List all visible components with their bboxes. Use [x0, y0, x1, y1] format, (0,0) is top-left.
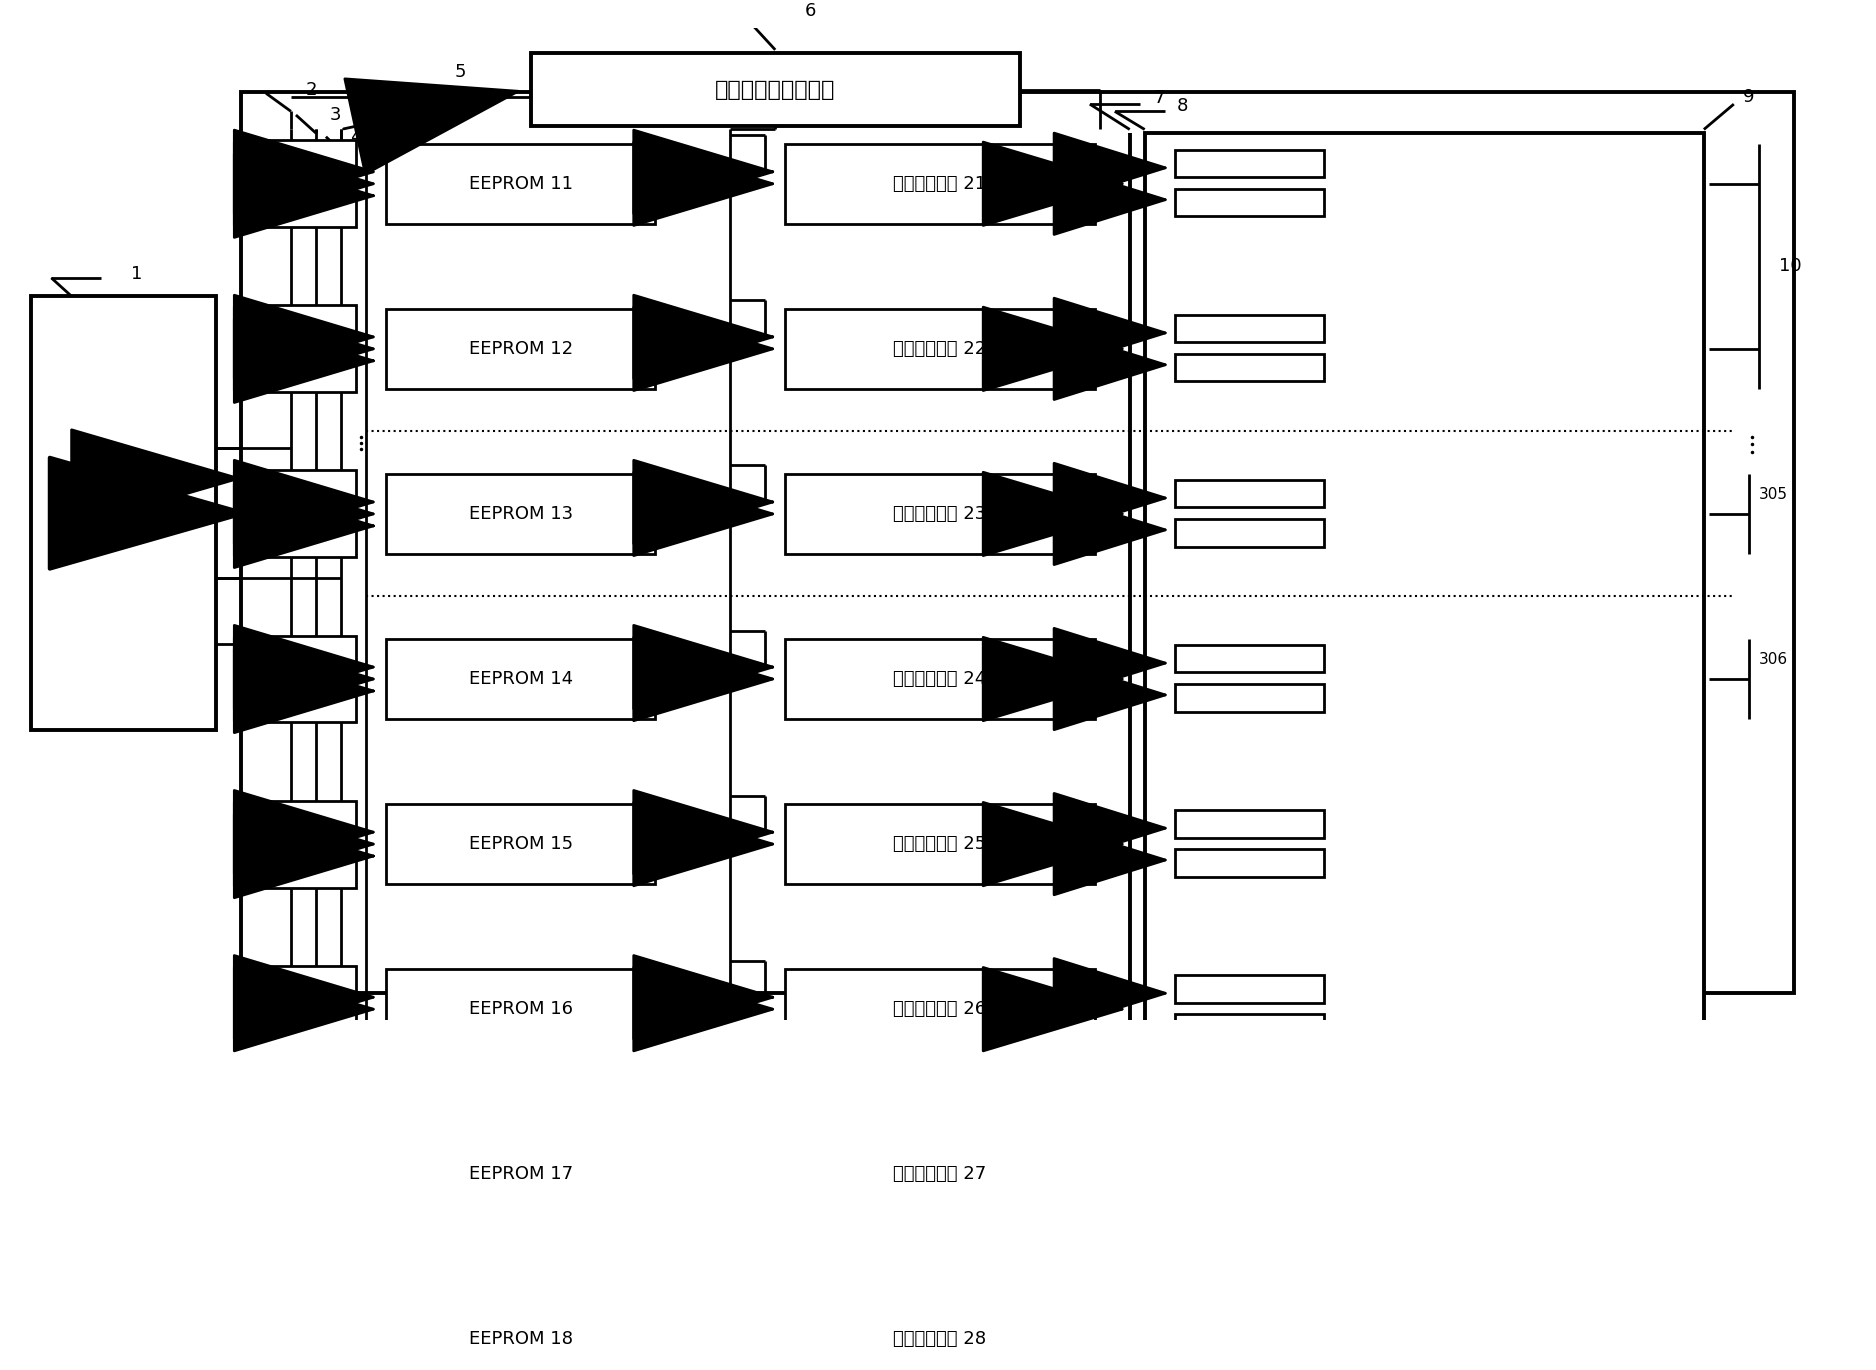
Bar: [386, 310, 655, 389]
Text: EEPROM 11: EEPROM 11: [469, 175, 572, 193]
Bar: [1174, 479, 1324, 507]
Text: 1: 1: [131, 266, 143, 284]
Bar: [255, 1130, 356, 1218]
Bar: [1174, 1306, 1324, 1333]
Text: 3: 3: [330, 105, 341, 123]
Bar: [786, 474, 1096, 553]
Text: 305: 305: [1760, 486, 1788, 501]
Bar: [1174, 1180, 1324, 1207]
Bar: [386, 804, 655, 884]
Bar: [1174, 189, 1324, 216]
Bar: [386, 970, 655, 1049]
Bar: [1174, 1140, 1324, 1167]
Bar: [1174, 810, 1324, 837]
Bar: [255, 636, 356, 722]
Text: 7: 7: [1154, 89, 1165, 107]
Bar: [386, 1300, 655, 1370]
Bar: [240, 92, 1793, 993]
Text: 激励控制电路 23: 激励控制电路 23: [893, 506, 987, 523]
Text: 计算机: 计算机: [101, 501, 146, 525]
Bar: [1174, 1344, 1324, 1370]
Text: 激励控制电路 27: 激励控制电路 27: [893, 1166, 987, 1184]
Bar: [1174, 149, 1324, 177]
Text: 激励控制电路 22: 激励控制电路 22: [893, 340, 987, 358]
Bar: [255, 1296, 356, 1370]
Bar: [786, 310, 1096, 389]
Text: 激励基准信号发生器: 激励基准信号发生器: [715, 79, 835, 100]
Text: EEPROM 12: EEPROM 12: [469, 340, 572, 358]
Bar: [1174, 975, 1324, 1003]
Bar: [786, 1134, 1096, 1214]
Text: 8: 8: [1176, 96, 1188, 115]
Text: 10: 10: [1778, 258, 1801, 275]
Text: 4: 4: [351, 127, 362, 145]
Bar: [1174, 519, 1324, 547]
Bar: [255, 140, 356, 227]
Bar: [386, 1134, 655, 1214]
Bar: [786, 1300, 1096, 1370]
Text: 2: 2: [306, 81, 317, 99]
Text: 激励控制电路 26: 激励控制电路 26: [893, 1000, 987, 1018]
Bar: [786, 970, 1096, 1049]
Text: EEPROM 15: EEPROM 15: [469, 836, 572, 854]
Text: EEPROM 17: EEPROM 17: [469, 1166, 572, 1184]
Text: EEPROM 18: EEPROM 18: [469, 1330, 572, 1348]
Bar: [32, 296, 216, 730]
Bar: [1174, 1014, 1324, 1041]
Bar: [1144, 133, 1703, 1370]
Bar: [1174, 315, 1324, 342]
Text: EEPROM 14: EEPROM 14: [469, 670, 572, 688]
Text: 激励控制电路 28: 激励控制电路 28: [893, 1330, 987, 1348]
Bar: [1174, 353, 1324, 381]
Bar: [786, 804, 1096, 884]
Bar: [1174, 645, 1324, 673]
Text: 5: 5: [456, 63, 467, 81]
Text: 306: 306: [1760, 652, 1788, 667]
Bar: [386, 144, 655, 223]
Bar: [531, 53, 1021, 126]
Bar: [786, 640, 1096, 719]
Bar: [255, 306, 356, 392]
Bar: [255, 966, 356, 1052]
Text: 激励控制电路 25: 激励控制电路 25: [893, 836, 987, 854]
Text: 9: 9: [1743, 88, 1754, 105]
Bar: [386, 474, 655, 553]
Text: 6: 6: [805, 3, 816, 21]
Text: EEPROM 16: EEPROM 16: [469, 1000, 572, 1018]
Text: 激励控制电路 21: 激励控制电路 21: [893, 175, 987, 193]
Text: EEPROM 13: EEPROM 13: [469, 506, 572, 523]
Bar: [786, 144, 1096, 223]
Bar: [255, 800, 356, 888]
Text: 激励控制电路 24: 激励控制电路 24: [893, 670, 987, 688]
Bar: [1174, 684, 1324, 711]
Bar: [386, 640, 655, 719]
Bar: [255, 470, 356, 558]
Bar: [1174, 849, 1324, 877]
